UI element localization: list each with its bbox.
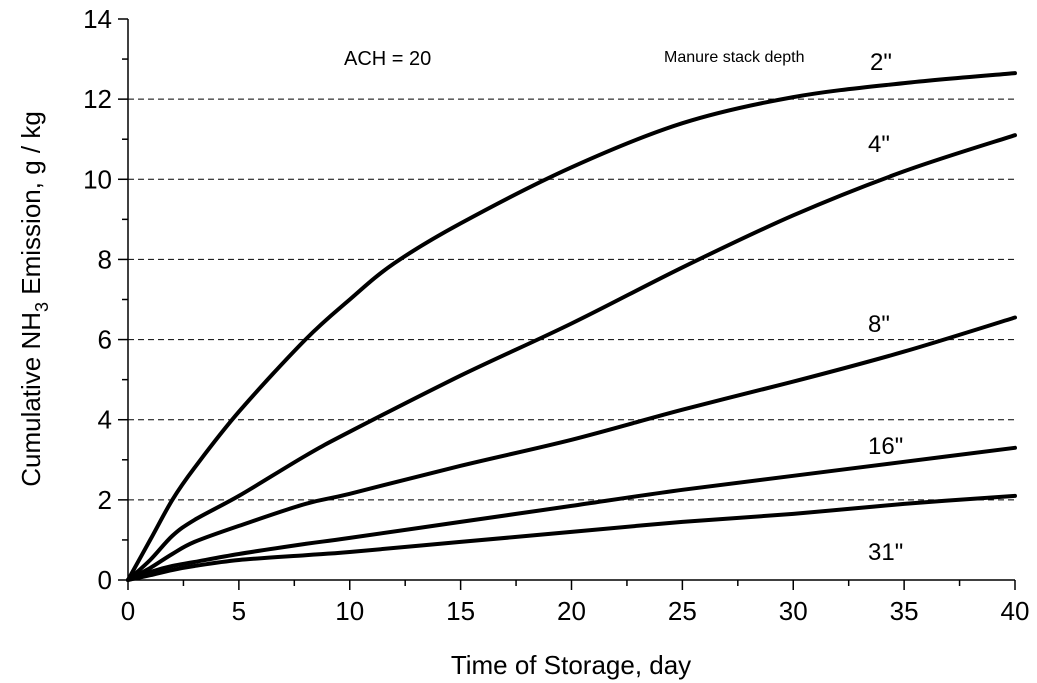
y-axis-title-subscript: 3 xyxy=(32,302,52,312)
y-tick-label-4: 4 xyxy=(98,405,112,435)
y-tick-label-0: 0 xyxy=(98,565,112,595)
x-tick-label-10: 10 xyxy=(335,596,364,626)
y-tick-label-14: 14 xyxy=(83,4,112,34)
x-tick-label-5: 5 xyxy=(232,596,246,626)
axes: 0 2 4 6 8 10 12 14 0 5 10 15 20 25 30 35 40 xyxy=(83,4,1029,626)
x-tick-label-25: 25 xyxy=(668,596,697,626)
x-tick-label-15: 15 xyxy=(446,596,475,626)
series-line-2 xyxy=(126,133,1017,582)
x-tick-label-0: 0 xyxy=(121,596,135,626)
y-axis-title-rest: Emission, g / kg xyxy=(16,111,46,302)
series-line-5 xyxy=(126,493,1017,582)
y-tick-label-2: 2 xyxy=(98,485,112,515)
x-tick-label-20: 20 xyxy=(557,596,586,626)
labels: 2" 4" 8" 16" 31" xyxy=(868,49,903,566)
x-tick-label-40: 40 xyxy=(1001,596,1030,626)
x-tick-label-30: 30 xyxy=(779,596,808,626)
ach-annotation: ACH = 20 xyxy=(344,48,431,70)
series-lines xyxy=(126,71,1017,582)
y-tick-label-8: 8 xyxy=(98,244,112,274)
y-tick-label-10: 10 xyxy=(83,164,112,194)
series-line-4 xyxy=(126,445,1017,582)
series-label-5: 31" xyxy=(868,539,903,566)
y-axis-title: Cumulative NH3 Emission, g / kg xyxy=(16,111,52,487)
series-label-1: 2" xyxy=(870,49,892,76)
series-line-3 xyxy=(126,315,1017,582)
series-label-4: 16" xyxy=(868,433,903,460)
series-line-1 xyxy=(126,71,1017,582)
legend-title: Manure stack depth xyxy=(664,49,805,66)
x-axis-title: Time of Storage, day xyxy=(451,650,691,680)
grid-lines xyxy=(128,98,1015,501)
series-label-3: 8" xyxy=(868,311,890,338)
series-label-2: 4" xyxy=(868,131,890,158)
y-tick-label-6: 6 xyxy=(98,325,112,355)
y-axis-title-main: Cumulative NH xyxy=(16,312,46,487)
x-tick-label-35: 35 xyxy=(890,596,919,626)
y-tick-label-12: 12 xyxy=(83,84,112,114)
